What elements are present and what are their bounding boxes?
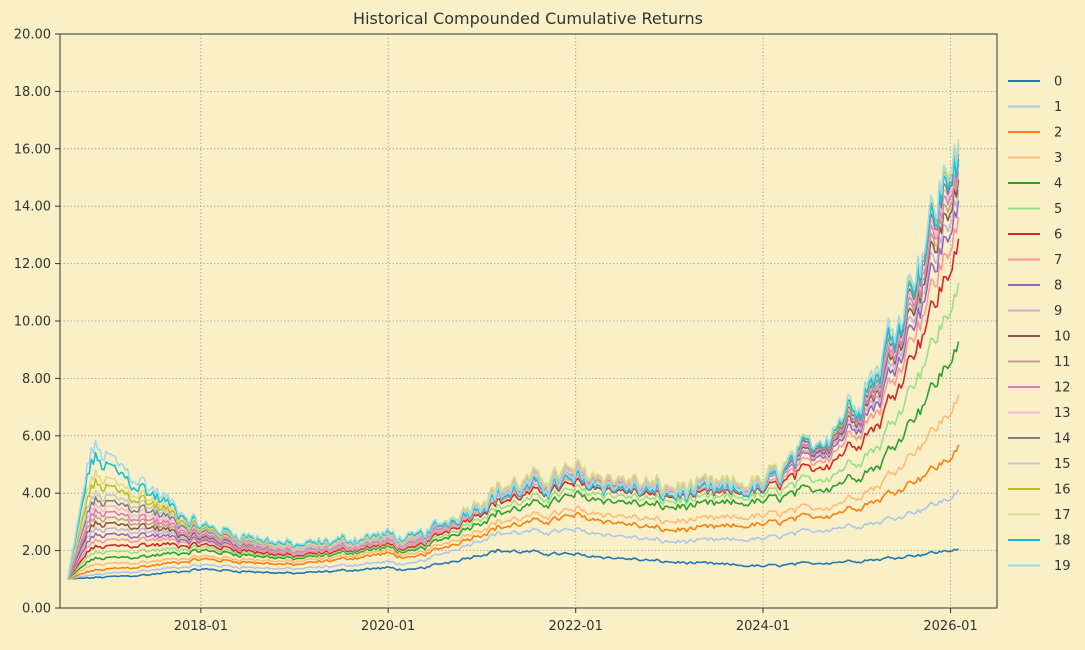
gridlines [60,34,997,608]
legend-label-6: 6 [1054,228,1062,243]
legend-label-8: 8 [1054,279,1062,294]
legend-label-13: 13 [1054,406,1071,421]
legend-label-16: 16 [1054,483,1071,498]
y-tick-label: 4.00 [22,487,51,502]
y-tick-label: 20.00 [14,28,51,43]
y-tick-label: 2.00 [22,544,51,559]
legend-label-12: 12 [1054,381,1071,396]
legend-label-17: 17 [1054,508,1071,523]
series-line-19 [67,143,960,580]
legend-label-4: 4 [1054,177,1062,192]
y-tick-label: 14.00 [14,200,51,215]
series-line-13 [67,158,960,580]
series-line-16 [67,144,960,580]
legend-label-14: 14 [1054,432,1071,447]
x-tick-label: 2018-01 [174,619,228,634]
series-line-5 [67,282,960,580]
y-tick-label: 0.00 [22,602,51,617]
y-tick-label: 12.00 [14,257,51,272]
series-line-8 [67,200,960,580]
series-line-7 [67,216,960,580]
series-line-0 [67,548,959,581]
x-tick-label: 2024-01 [736,619,790,634]
series-lines [67,139,960,581]
legend-label-19: 19 [1054,559,1071,574]
series-line-1 [67,489,960,581]
legend-label-11: 11 [1054,355,1071,370]
y-axis: 0.00 2.00 4.00 6.00 8.00 10.00 12.00 14.00 16.00… [14,28,60,617]
legend-label-3: 3 [1054,151,1062,166]
legend-label-5: 5 [1054,202,1062,217]
legend-label-15: 15 [1054,457,1071,472]
series-line-3 [67,394,960,580]
y-tick-label: 16.00 [14,142,51,157]
x-tick-label: 2022-01 [549,619,603,634]
x-axis: 2018-01 2020-01 2022-01 2024-01 2026-01 [174,608,978,634]
y-tick-label: 18.00 [14,85,51,100]
x-tick-label: 2026-01 [923,619,977,634]
series-line-14 [67,153,960,580]
legend-label-0: 0 [1054,75,1062,90]
series-line-17 [67,139,960,580]
series-line-4 [67,341,960,580]
chart-title: Historical Compounded Cumulative Returns [353,9,703,28]
legend-label-9: 9 [1054,304,1062,319]
legend-label-1: 1 [1054,100,1062,115]
legend-label-10: 10 [1054,330,1071,345]
y-tick-label: 10.00 [14,315,51,330]
y-tick-label: 8.00 [22,372,51,387]
x-tick-label: 2020-01 [361,619,415,634]
series-line-2 [67,444,960,580]
series-line-18 [67,158,960,580]
series-line-9 [67,189,960,580]
legend-label-2: 2 [1054,126,1062,141]
legend-label-18: 18 [1054,534,1071,549]
legend-label-7: 7 [1054,253,1062,268]
y-tick-label: 6.00 [22,429,51,444]
series-line-6 [67,238,960,580]
series-line-15 [67,149,960,580]
series-line-10 [67,179,960,580]
